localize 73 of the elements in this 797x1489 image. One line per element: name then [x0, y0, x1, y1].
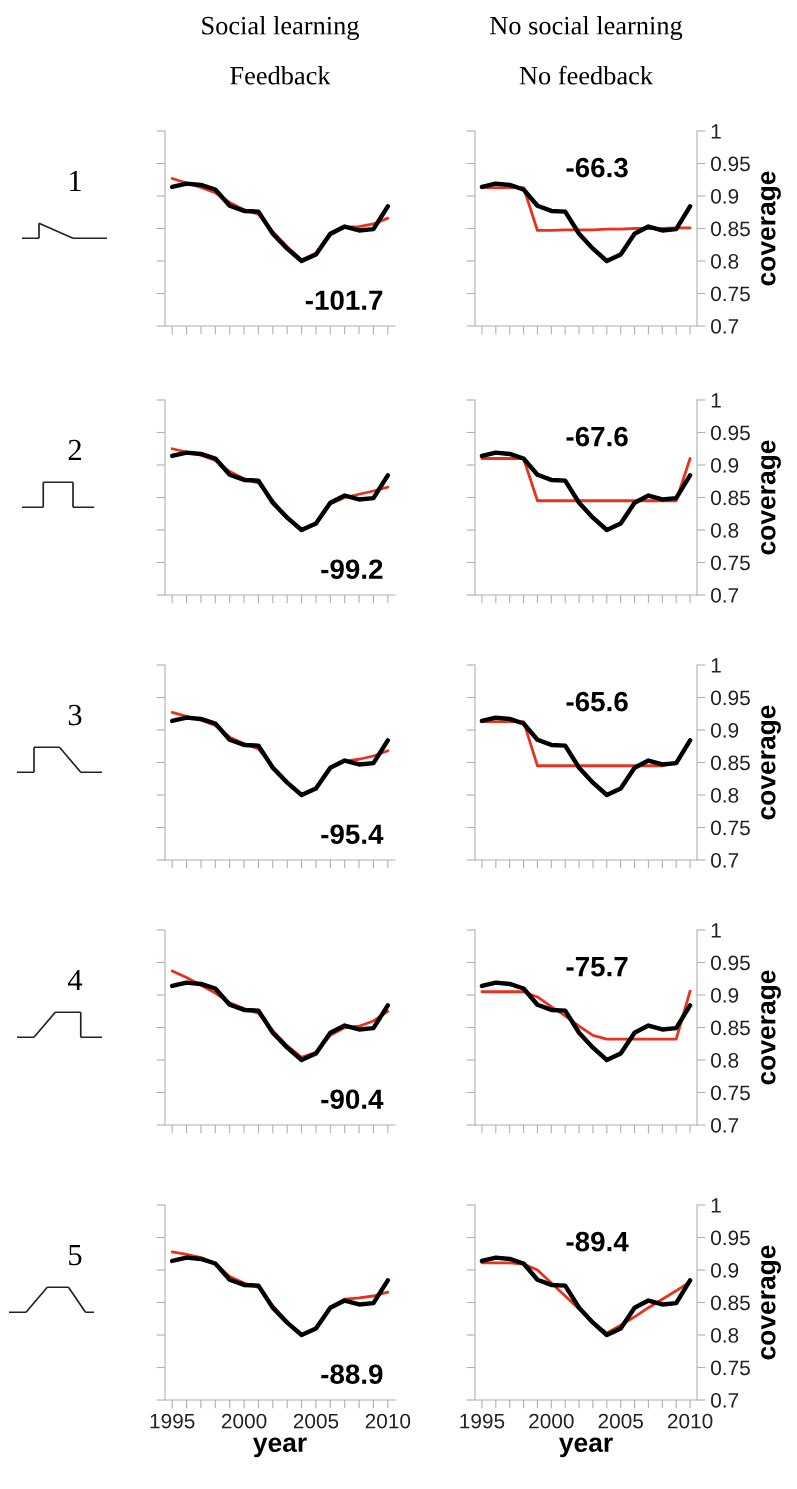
x-tick-label: 1995: [460, 1413, 505, 1429]
y-axis-title: coverage: [761, 171, 781, 286]
text: 5: [69, 1244, 82, 1266]
text: 2: [68, 439, 81, 460]
y-tick-label: 0.75: [711, 1085, 750, 1101]
y-tick-label: 0.9: [711, 458, 739, 473]
y-tick-label: 0.9: [711, 988, 739, 1003]
y-axis-title: coverage: [761, 1245, 781, 1360]
y-tick-label: 0.95: [711, 690, 750, 706]
x-tick-label: 2005: [293, 1413, 339, 1429]
annotation: -65.6: [566, 691, 628, 712]
y-tick-label: 1: [711, 124, 721, 139]
x-tick-label: 2000: [529, 1413, 574, 1429]
y-axis-title: coverage: [761, 970, 781, 1085]
chart-subtitle: No feedback: [519, 65, 654, 85]
y-tick-label: 0.7: [711, 319, 739, 334]
chart-subtitle: Feedback: [230, 66, 331, 85]
x-tick-label: 2010: [365, 1413, 411, 1429]
y-tick-label: 0.75: [711, 555, 750, 571]
x-axis-title: year: [253, 1437, 307, 1458]
x-tick-label: 2000: [221, 1413, 267, 1429]
line-series: [479, 450, 693, 533]
x-tick-label: 2005: [598, 1413, 643, 1429]
annotation: -66.3: [566, 157, 628, 178]
y-tick-label: 0.75: [711, 820, 750, 836]
annotation: -89.4: [566, 1231, 629, 1252]
y-axis-title: coverage: [761, 705, 781, 820]
y-tick-label: 0.75: [711, 286, 750, 302]
y-tick-label: 1: [711, 923, 721, 938]
text: 1: [70, 170, 81, 191]
y-tick-label: 0.85: [711, 490, 750, 506]
annotation: -90.4: [321, 1089, 384, 1110]
y-axis-title: coverage: [761, 440, 781, 555]
annotation: -99.2: [321, 559, 383, 580]
annotation: -101.7: [305, 290, 383, 311]
y-tick-label: 0.95: [711, 1230, 750, 1246]
y-tick-label: 1: [711, 393, 721, 408]
y-tick-label: 0.85: [711, 1020, 750, 1036]
line-series: [479, 715, 693, 798]
y-tick-label: 0.9: [711, 1263, 739, 1278]
y-tick-label: 0.75: [711, 1360, 750, 1376]
y-tick-label: 0.8: [711, 523, 739, 538]
y-tick-label: 0.7: [711, 853, 739, 868]
y-tick-label: 0.85: [711, 221, 750, 237]
y-tick-label: 0.7: [711, 1118, 739, 1133]
y-tick-label: 0.9: [711, 723, 739, 738]
y-tick-label: 0.95: [711, 425, 750, 441]
y-tick-label: 1: [711, 658, 721, 673]
x-tick-label: 2010: [667, 1413, 713, 1429]
y-tick-label: 0.8: [711, 1328, 739, 1343]
y-tick-label: 0.7: [711, 588, 739, 603]
y-tick-label: 0.85: [711, 1295, 750, 1311]
y-tick-label: 0.8: [711, 254, 739, 269]
chart-title: No social learning: [490, 16, 683, 40]
y-tick-label: 1: [711, 1198, 721, 1213]
chart-title: Social learning: [202, 16, 359, 40]
y-tick-label: 0.85: [711, 755, 750, 771]
y-tick-label: 0.7: [711, 1393, 739, 1408]
line-series: [479, 980, 693, 1063]
y-tick-label: 0.95: [711, 156, 750, 172]
y-tick-label: 0.95: [711, 955, 750, 971]
y-tick-label: 0.9: [711, 189, 739, 204]
line-series: [479, 181, 693, 264]
annotation: -67.6: [566, 426, 628, 447]
x-tick-label: 1995: [150, 1413, 195, 1429]
x-axis-title: year: [559, 1437, 613, 1458]
text: 4: [67, 969, 83, 990]
y-tick-label: 0.8: [711, 1053, 739, 1068]
y-tick-label: 0.8: [711, 788, 739, 803]
annotation: -95.4: [321, 824, 384, 845]
annotation: -88.9: [321, 1364, 383, 1385]
annotation: -75.7: [566, 957, 628, 977]
text: 3: [68, 704, 82, 726]
